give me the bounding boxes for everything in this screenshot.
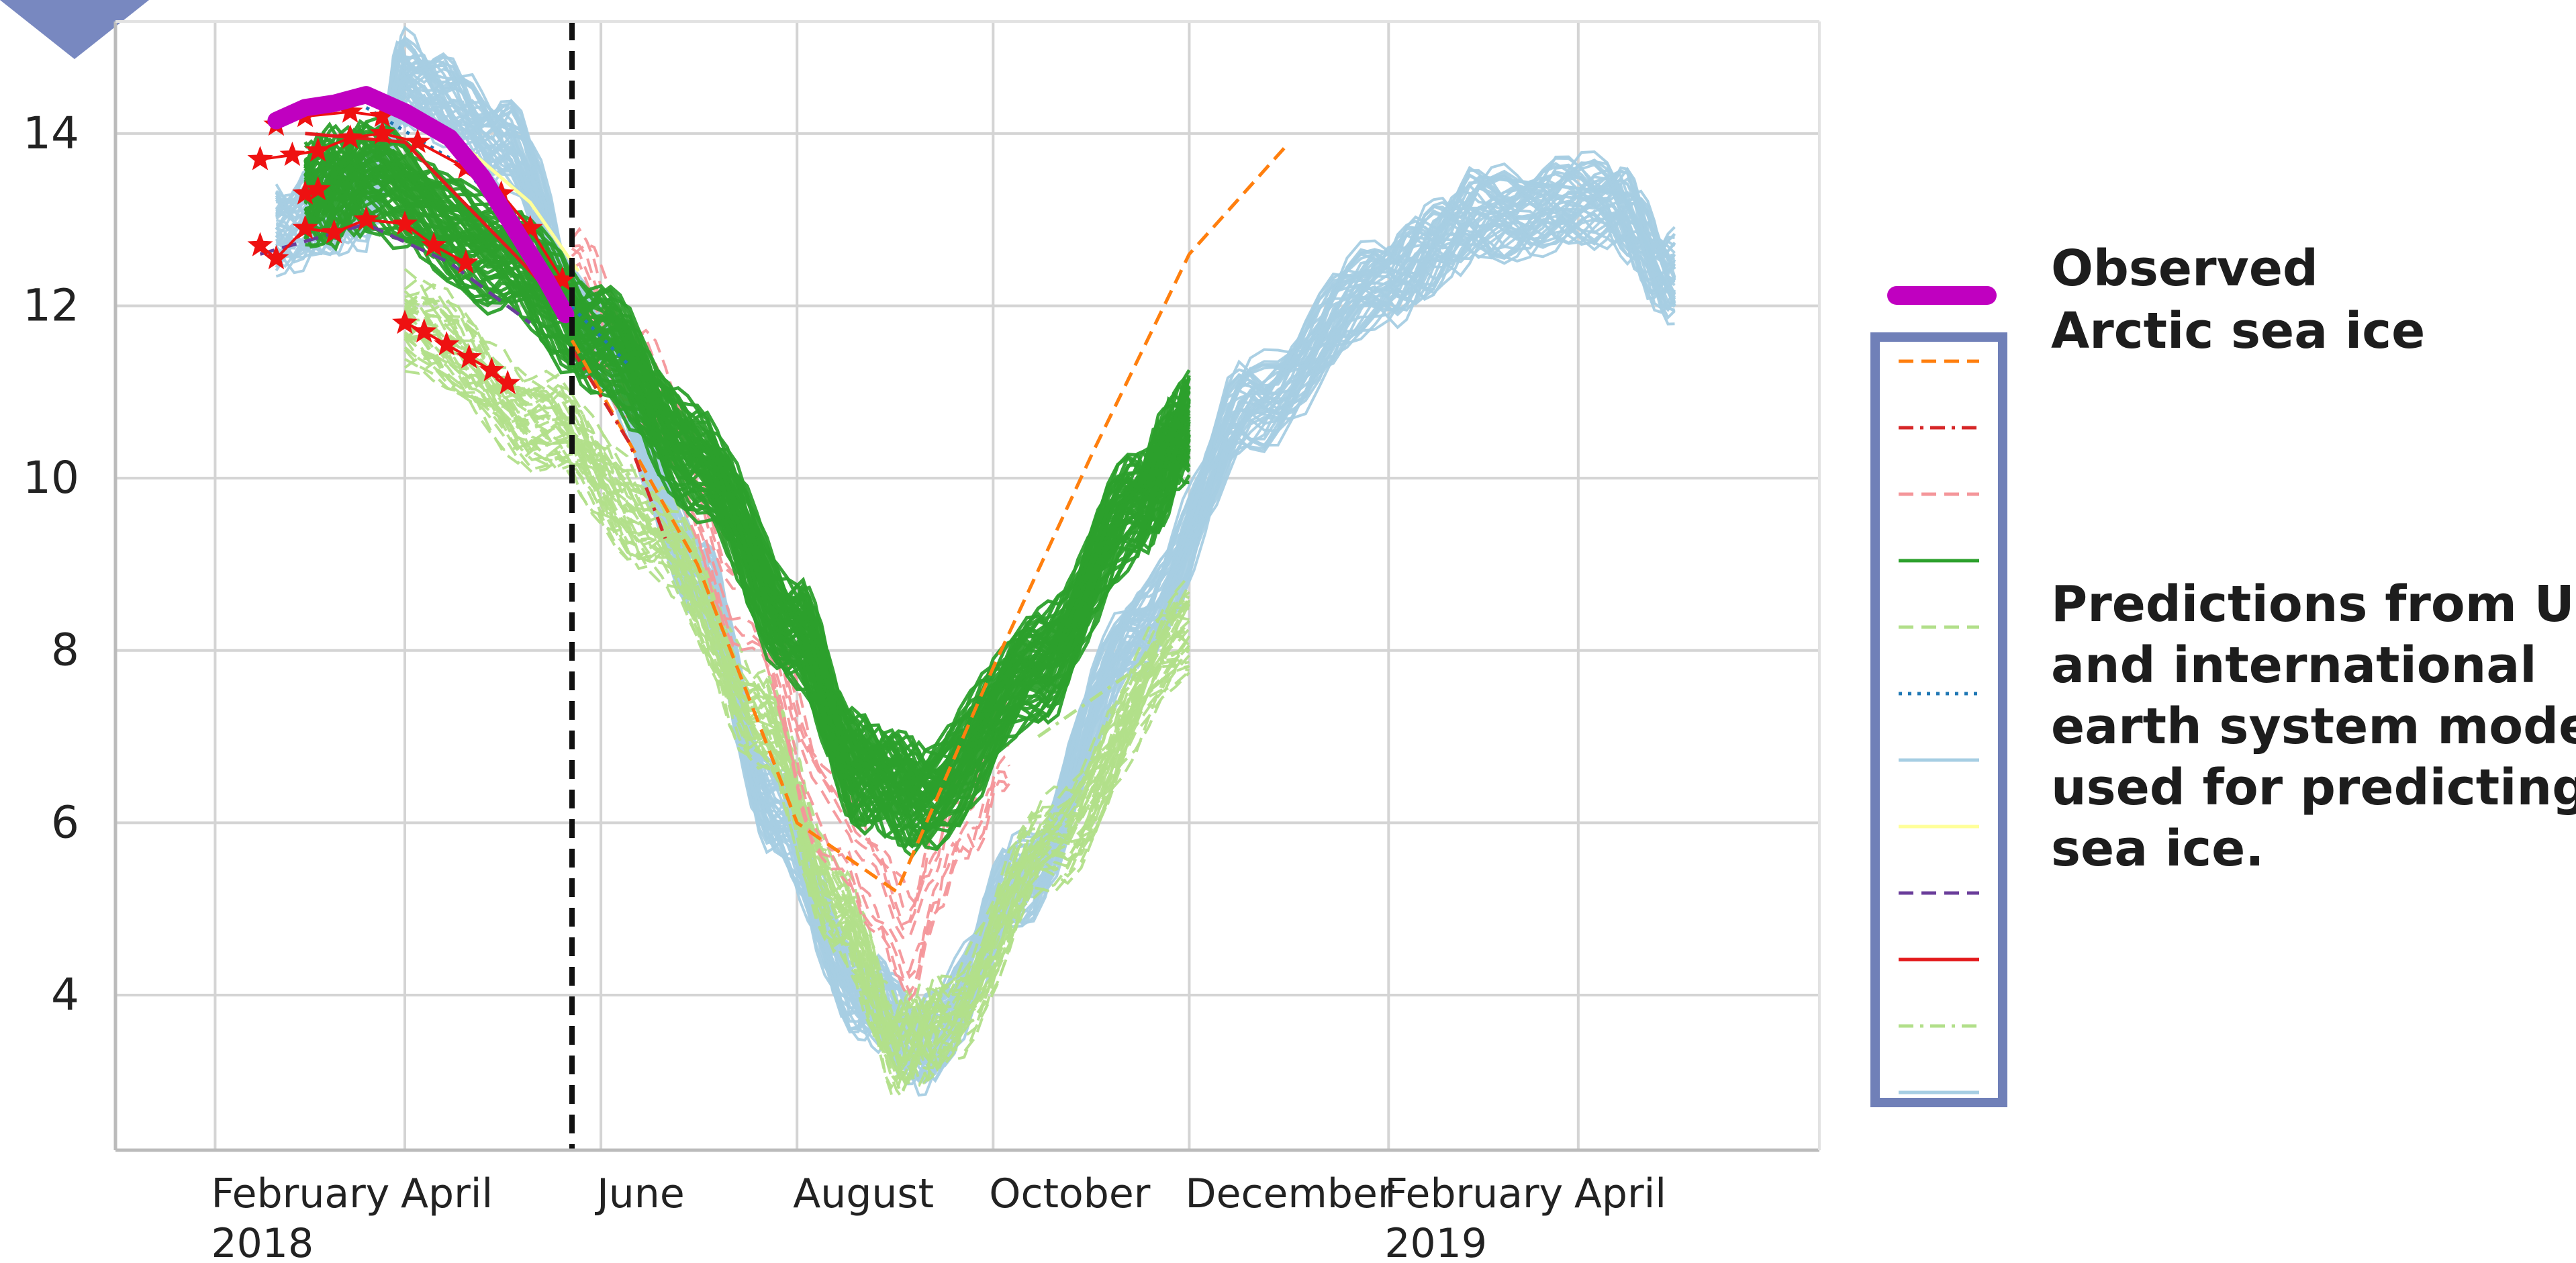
y-tick-label: 4 (51, 969, 79, 1021)
y-tick-label: 8 (51, 624, 79, 676)
star-marker (479, 357, 505, 381)
legend: Observed Arctic sea ice Predictions from… (1870, 240, 2576, 1107)
model-prediction-line (259, 222, 532, 325)
model-member-line (403, 289, 1190, 1047)
model-member-line (571, 304, 1010, 982)
star-marker (434, 331, 460, 356)
observed-sea-ice-path (267, 86, 575, 324)
model-member-line (303, 208, 1190, 851)
legend-models-label-line5: sea ice. (2051, 820, 2264, 878)
star-marker (495, 369, 521, 395)
x-tick-label: June (594, 1170, 685, 1217)
star-marker (321, 219, 347, 244)
star-marker (279, 141, 305, 167)
model-member-line (303, 163, 1190, 818)
star-marker (405, 128, 431, 153)
star-marker (337, 124, 363, 149)
model-member-line (404, 327, 1190, 1062)
grid-lines (115, 21, 1819, 1150)
model-member-line (403, 293, 1190, 1040)
y-tick-labels: 4 6 8 10 12 14 (23, 107, 79, 1021)
model-member-line (403, 334, 1191, 1071)
star-marker (549, 267, 575, 291)
model-prediction-line (1037, 598, 1191, 739)
star-marker (369, 120, 395, 144)
x-tick-sublabel: 2019 (1384, 1220, 1487, 1263)
y-tick-label: 10 (23, 452, 79, 504)
x-tick-label: April (401, 1170, 493, 1217)
y-tick-label: 14 (23, 107, 79, 159)
model-member-line (275, 95, 1676, 1063)
star-marker (456, 344, 482, 369)
model-prediction-line (570, 348, 667, 539)
legend-observed-label-line1: Observed (2051, 240, 2318, 297)
model-member-line (303, 183, 1191, 845)
model-member-line (403, 321, 1190, 1088)
star-marker (392, 310, 418, 334)
legend-model-swatches (1899, 359, 1979, 1094)
model-member-line (403, 299, 1190, 1040)
model-prediction-line (1478, 175, 1676, 307)
y-tick-label: 6 (51, 796, 79, 848)
axes (113, 20, 1821, 1152)
model-member-line (303, 146, 1190, 782)
legend-models-label-line3: earth system models (2051, 698, 2576, 755)
x-tick-label: October (989, 1170, 1150, 1217)
y-tick-label: 12 (23, 279, 79, 331)
model-band-lines (275, 26, 1676, 1100)
x-tick-label: August (793, 1170, 934, 1217)
star-marker (247, 232, 273, 256)
star-marker (305, 137, 331, 162)
x-tick-label: December (1185, 1170, 1394, 1217)
star-marker (292, 180, 318, 205)
corner-triangle-marker (0, 0, 149, 59)
star-marker (292, 215, 318, 240)
star-marker (452, 249, 479, 274)
model-member-line (305, 208, 1191, 851)
star-marker (517, 215, 543, 240)
star-marker (305, 176, 331, 201)
legend-models-label-line2: and international (2051, 637, 2537, 694)
x-tick-label: April (1574, 1170, 1666, 1217)
model-member-line (404, 300, 1191, 1036)
star-marker (392, 210, 418, 235)
star-series-line (260, 132, 564, 281)
star-marker (337, 98, 363, 123)
legend-models-label-line4: used for predicting (2051, 759, 2576, 816)
star-marker (353, 206, 379, 231)
x-tick-sublabel: 2018 (211, 1220, 314, 1263)
legend-models-label-line1: Predictions from U.S. (2051, 575, 2576, 633)
model-member-line (403, 310, 1190, 1052)
star-marker (369, 103, 395, 128)
star-marker (247, 146, 273, 171)
star-marker (263, 244, 289, 270)
observed-arctic-sea-ice-line (267, 86, 575, 324)
legend-observed-label-line2: Arctic sea ice (2051, 302, 2425, 360)
model-member-line (276, 39, 1676, 1030)
star-marker (411, 318, 437, 343)
x-tick-label: February (211, 1170, 389, 1217)
x-tick-label: February (1384, 1170, 1563, 1217)
model-member-line (303, 173, 1190, 818)
star-marker (421, 232, 447, 256)
legend-models-box (1870, 332, 2007, 1107)
model-prediction-line (570, 145, 1287, 894)
